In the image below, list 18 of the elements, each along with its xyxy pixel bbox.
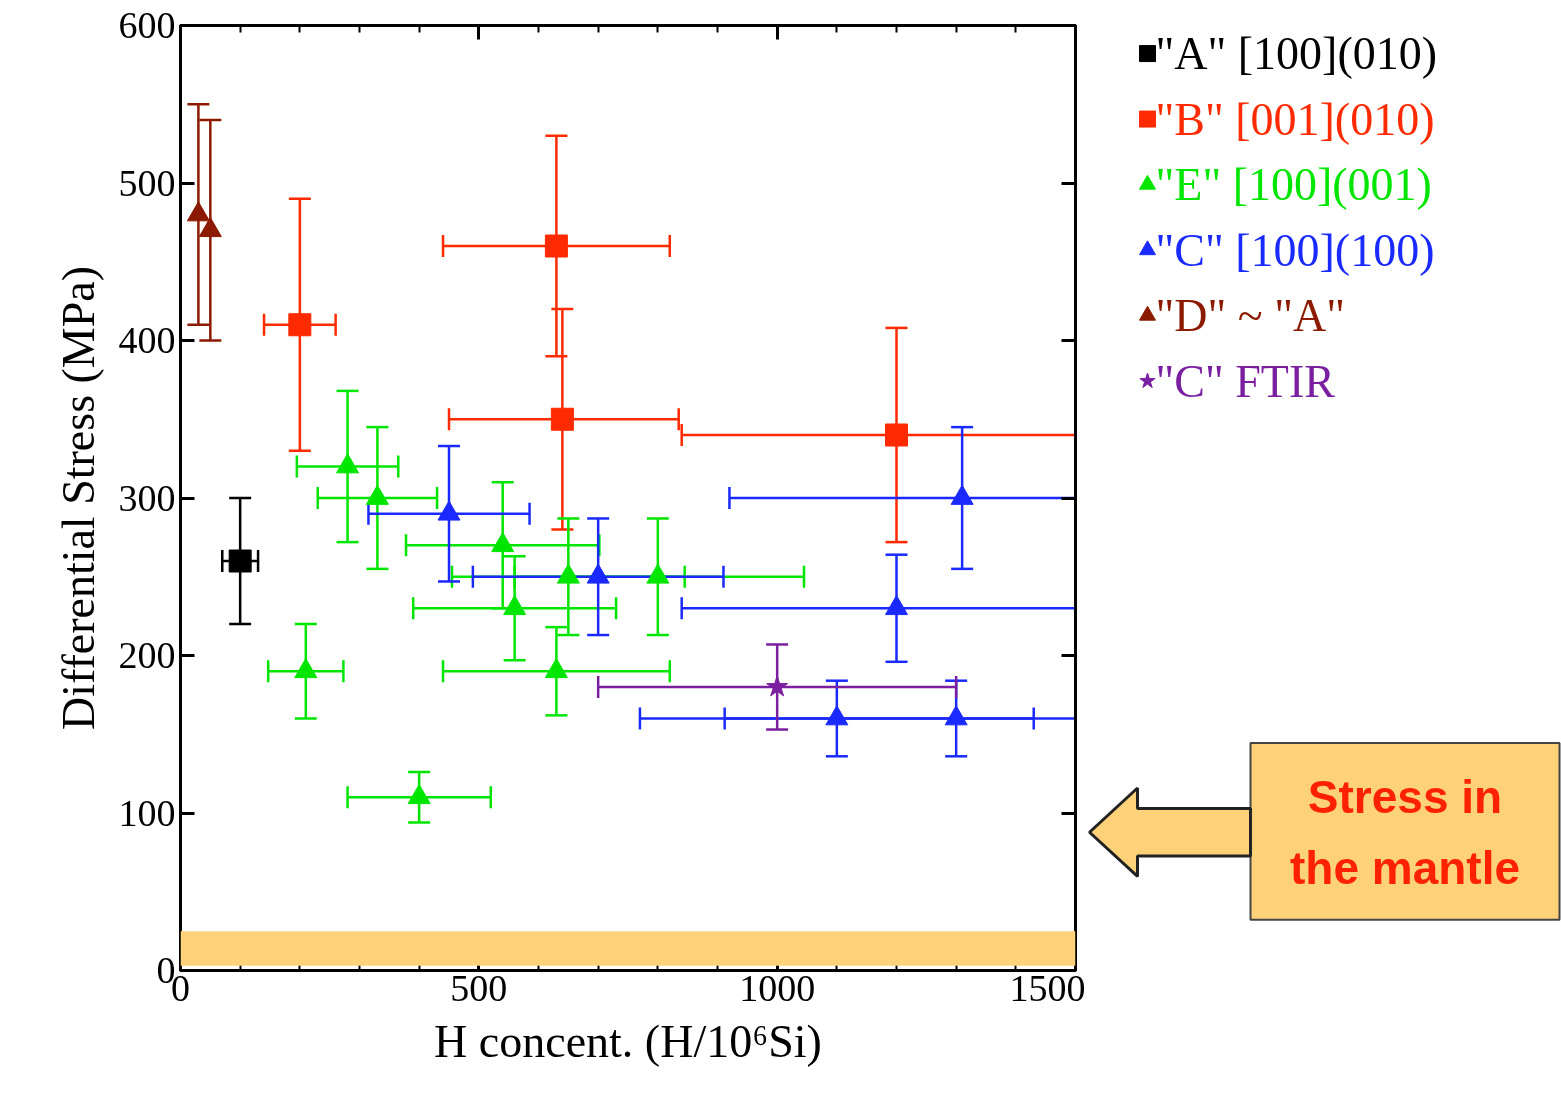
legend-label: "C" FTIR [1155,355,1336,407]
legend-label: "E" [100](001) [1155,159,1432,211]
x-tick-label: 1000 [739,966,816,1009]
x-tick-label: 500 [450,966,508,1009]
x-tick-label: 1500 [1009,966,1086,1009]
legend-label: Stress in the mantle [1289,770,1521,894]
x-axis-title: H concent. (H/10⁶Si) [434,1015,822,1067]
y-tick-label: 600 [118,4,176,46]
y-tick-label: 300 [118,476,176,519]
legend-label: "A" [100](010) [1155,28,1438,80]
legend-label: "B" [001](010) [1155,93,1435,145]
legend-label: "D" ~ "A" [1155,290,1345,342]
y-tick-label: 400 [118,319,176,361]
y-tick-label: 100 [118,791,176,834]
legend-label: "C" [100](100) [1155,224,1435,276]
y-tick-label: 200 [118,634,176,676]
y-axis-title: Differential Stress (MPa) [52,265,104,731]
y-tick-label: 500 [118,161,176,204]
